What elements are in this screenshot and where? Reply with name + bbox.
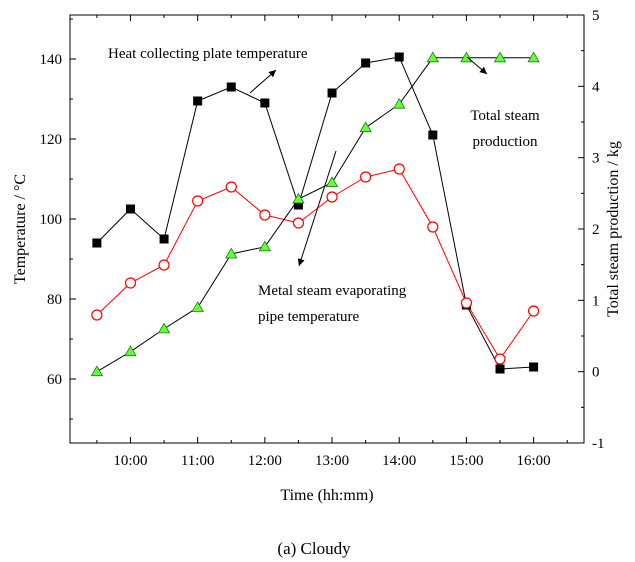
annotation-metal-pipe-line-1: Metal steam evaporating (258, 283, 407, 299)
heat-plate-point (293, 200, 303, 210)
metal-pipe-point (158, 259, 170, 271)
heat-plate-point (125, 204, 135, 214)
heat-plate-point (361, 58, 371, 68)
metal-pipe-point (460, 297, 473, 309)
steam-point (124, 345, 137, 357)
heat-plate-point (193, 96, 203, 106)
heat-plate-point (495, 364, 505, 374)
series-line-2 (96, 57, 534, 373)
series-line-1 (96, 168, 535, 360)
steam-point (191, 301, 204, 312)
annotation-steam-line-2: production (473, 134, 538, 150)
arrow-steam-head (479, 66, 487, 74)
metal-pipe-point (225, 181, 237, 193)
x-tick-label: 14:00 (382, 453, 416, 469)
x-tick-label: 10:00 (113, 453, 147, 469)
metal-pipe-point (124, 277, 137, 289)
metal-pipe-point (528, 305, 540, 317)
steam-point (493, 51, 507, 63)
figure-caption: (a) Cloudy (277, 539, 351, 558)
y-right-tick-label: 0 (592, 365, 600, 381)
steam-point (426, 51, 440, 63)
arrow-metal-pipe-head (297, 258, 305, 266)
y-left-tick-label: 140 (40, 52, 63, 68)
series-lines (96, 56, 535, 373)
series-line-0 (96, 56, 534, 370)
x-axis-title: Time (hh:mm) (280, 487, 373, 504)
steam-point (258, 240, 272, 252)
y-left-tick-label: 120 (40, 132, 63, 148)
steam-point (527, 51, 540, 63)
heat-plate-point (327, 88, 337, 98)
y-right-tick-label: 5 (592, 8, 600, 24)
y-left-tick-label: 80 (47, 292, 62, 308)
plot-frame (69, 14, 585, 444)
metal-pipe-point (427, 221, 439, 233)
y-right-tick-label: 1 (592, 293, 600, 309)
heat-plate-point (159, 234, 169, 244)
heat-plate-point (428, 130, 438, 140)
metal-pipe-point (494, 353, 506, 365)
heat-plate-point (260, 98, 270, 108)
x-tick-label: 13:00 (315, 453, 349, 469)
axis-ticks: 10:00 11:00 12:00 13:00 14:00 15:00 16:00 60 80 1… (40, 8, 605, 469)
steam-point (325, 176, 339, 188)
annotation-arrows (249, 56, 488, 267)
x-tick-label: 16:00 (517, 453, 551, 469)
y-right-tick-label: 4 (592, 79, 600, 95)
heat-plate-point (529, 362, 539, 372)
metal-pipe-point (259, 209, 271, 221)
arrow-metal-pipe (298, 150, 337, 267)
x-tick-label: 15:00 (449, 453, 483, 469)
series-markers (90, 51, 540, 377)
steam-point (225, 247, 238, 259)
steam-point (393, 97, 406, 109)
metal-pipe-point (292, 217, 305, 229)
metal-pipe-point (326, 191, 338, 203)
arrow-heat-plate-head (268, 70, 276, 78)
metal-pipe-point (360, 171, 372, 183)
y-left-tick-label: 60 (47, 372, 62, 388)
heat-plate-point (394, 52, 404, 62)
y-axis-right-title: Total steam production / kg (605, 141, 622, 317)
annotation-steam-line-1: Total steam (470, 108, 540, 124)
metal-pipe-point (91, 309, 103, 321)
y-right-tick-label: 2 (592, 222, 600, 238)
annotation-metal-pipe-line-2: pipe temperature (258, 309, 360, 325)
x-tick-label: 12:00 (248, 453, 282, 469)
y-left-tick-label: 100 (40, 212, 63, 228)
steam-point (292, 192, 305, 204)
steam-point (359, 121, 372, 133)
steam-point (90, 365, 104, 377)
heat-plate-point (92, 238, 102, 248)
metal-pipe-point (393, 163, 405, 175)
y-axis-left-title: Temperature / °C (12, 174, 29, 284)
y-right-tick-label: -1 (592, 436, 605, 452)
x-tick-label: 11:00 (181, 453, 215, 469)
metal-pipe-point (192, 195, 204, 207)
heat-plate-point (226, 82, 236, 92)
annotation-heat-collecting-plate: Heat collecting plate temperature (108, 46, 308, 62)
y-right-tick-label: 3 (592, 151, 600, 167)
steam-point (157, 322, 171, 334)
